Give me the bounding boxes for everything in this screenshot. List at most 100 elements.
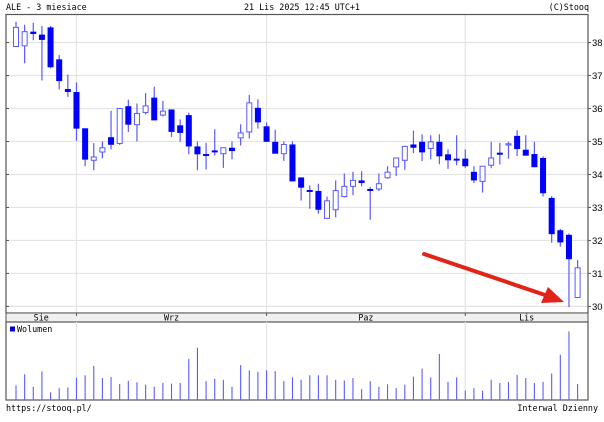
candle-body-down	[38, 34, 45, 40]
candle	[557, 228, 564, 247]
candle	[229, 141, 235, 160]
candle-body-up	[349, 179, 356, 187]
candle-body-down	[358, 180, 365, 184]
candle	[246, 94, 253, 139]
candle-body-up	[393, 157, 400, 168]
candle-body-down	[168, 109, 175, 132]
candle	[548, 196, 555, 243]
volume-legend-swatch	[10, 326, 15, 332]
candle-body-up	[280, 143, 287, 155]
red-arrow-annotation	[422, 252, 564, 303]
candle	[479, 165, 486, 193]
candle-body-down	[540, 157, 547, 194]
candle-body-down	[263, 126, 270, 142]
candle	[306, 185, 313, 209]
candle-body-down	[151, 97, 158, 121]
candle-body-up	[90, 156, 97, 161]
candle	[419, 134, 426, 161]
y-axis-labels: 30 31 32 33 34 35 36 37 38	[592, 38, 603, 313]
candle-body-up	[427, 141, 434, 149]
candle	[82, 128, 89, 167]
volume-legend-label: Wolumen	[17, 324, 52, 334]
candle-body-down	[531, 154, 538, 168]
candle	[505, 141, 512, 159]
candle-body-down	[436, 141, 443, 157]
candle-body-down	[557, 230, 564, 243]
candle-body-down	[462, 158, 469, 167]
candle	[332, 180, 339, 218]
y-tick-label: 31	[592, 269, 603, 280]
candle	[90, 143, 97, 171]
candle	[64, 74, 71, 97]
candle-body-down	[514, 135, 521, 150]
candle	[401, 145, 408, 170]
candle-body-down	[522, 149, 529, 156]
candle	[358, 171, 365, 187]
candle-body-down	[177, 125, 184, 133]
candle-body-down	[108, 137, 115, 145]
y-tick-label: 30	[592, 302, 603, 313]
candle	[445, 149, 451, 169]
candle	[263, 122, 270, 142]
month-label: Sie	[34, 313, 49, 323]
month-label: Lis	[519, 313, 534, 323]
candle	[272, 129, 279, 154]
candle-body-down	[367, 188, 374, 191]
candle-body-up	[21, 31, 28, 47]
candle	[13, 21, 19, 47]
candle-body-down	[445, 154, 451, 161]
candle-body-down	[47, 27, 54, 68]
candle	[211, 129, 218, 156]
candle-body-down	[82, 128, 89, 160]
y-tick-label: 35	[592, 137, 603, 148]
footer-interval: Interwal Dzienny	[517, 403, 598, 413]
candle-body-down	[272, 141, 279, 154]
candle-body-up	[13, 26, 19, 47]
candle-body-down	[125, 106, 132, 125]
candle-body-up	[159, 110, 166, 116]
candle	[289, 141, 296, 182]
candle	[30, 22, 37, 41]
candle-body-down	[410, 144, 417, 148]
y-tick-label: 36	[592, 104, 603, 115]
candle-body-up	[401, 145, 408, 161]
candlestick-series	[13, 21, 581, 308]
candle-body-up	[488, 157, 495, 166]
candle-body-down	[229, 147, 235, 152]
candle-body-down	[298, 177, 305, 188]
candle-body-up	[324, 200, 331, 219]
candle	[341, 173, 348, 198]
candle	[47, 26, 54, 69]
candle-body-up	[479, 165, 486, 182]
copyright: (C)Stooq	[549, 2, 589, 12]
footer-url[interactable]: https://stooq.pl/	[6, 403, 92, 413]
candle	[410, 130, 417, 154]
candle	[436, 134, 443, 165]
candle	[133, 103, 140, 142]
candle	[453, 135, 460, 166]
candle-body-up	[220, 147, 227, 155]
candle	[21, 24, 28, 64]
candle	[237, 124, 244, 146]
candle	[488, 141, 495, 169]
candle	[375, 173, 382, 191]
candle	[151, 86, 158, 121]
candle-body-down	[419, 141, 426, 153]
candle-body-up	[133, 112, 140, 126]
candle-body-up	[246, 102, 253, 133]
candle-body-up	[384, 171, 391, 179]
candle	[220, 147, 227, 168]
candle-body-down	[315, 190, 322, 210]
candle-body-up	[505, 143, 512, 146]
x-axis-month-labels: Sie Wrz Paz Lis	[34, 313, 535, 323]
candle	[315, 183, 322, 214]
candle	[108, 110, 115, 150]
month-separators	[75, 14, 466, 313]
candle	[194, 141, 201, 171]
candle-body-up	[375, 183, 382, 190]
candle-body-down	[73, 92, 80, 129]
candle	[367, 187, 374, 220]
candle	[177, 119, 184, 142]
candle	[427, 135, 434, 160]
